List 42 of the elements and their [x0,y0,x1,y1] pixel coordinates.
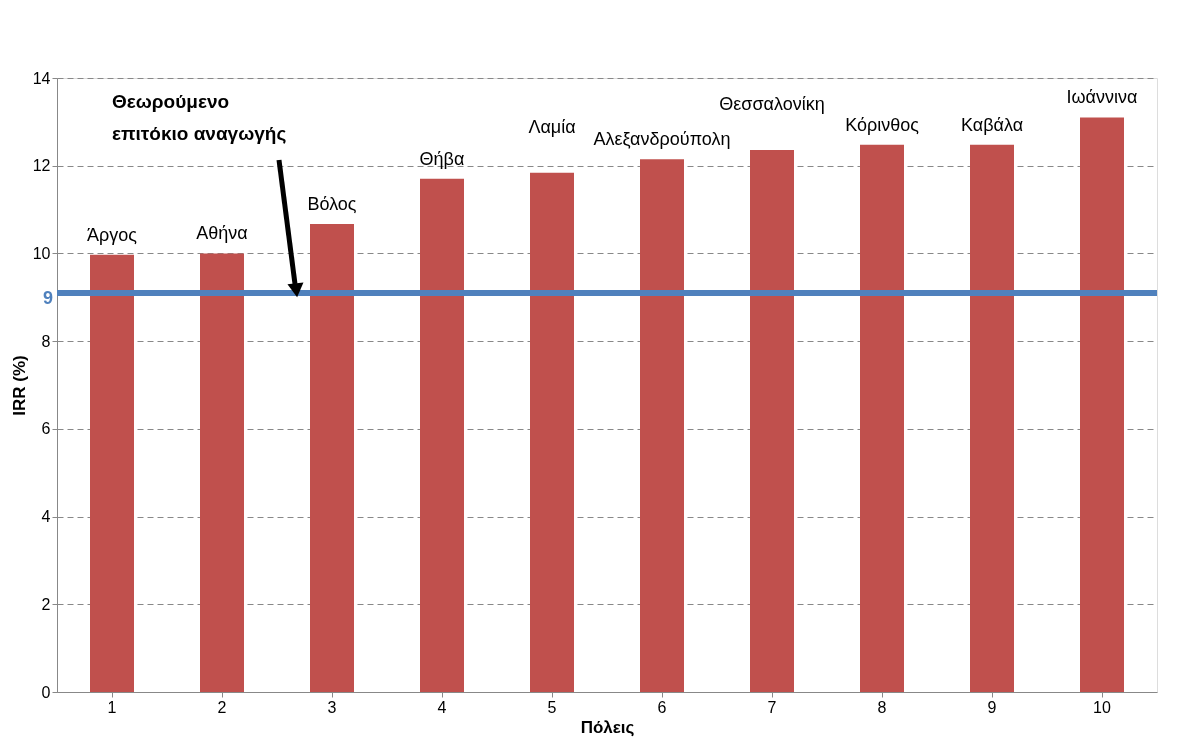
bar [420,178,464,692]
bar [860,144,904,692]
y-axis-title: IRR (%) [9,355,29,416]
x-tick-label: 6 [657,698,667,716]
y-tick-label: 0 [41,683,51,701]
bar [310,224,354,692]
annotation: Κόρινθος [845,114,920,135]
y-tick-label: 12 [32,157,51,175]
y-tick-label: 2 [41,595,51,613]
x-tick-label: 10 [1093,698,1111,716]
y-tick-label: 10 [32,244,51,262]
ref-line-label: 9 [42,287,53,308]
annotation: Λαμία [528,116,576,137]
annotation: Βόλος [307,194,357,215]
bar [530,172,574,692]
x-tick-label: 1 [107,698,117,716]
annotation: Άργος [87,224,138,245]
y-tick-label: 8 [41,332,51,350]
x-tick-label: 8 [877,698,887,716]
x-tick-label: 7 [767,698,777,716]
x-axis-title: Πόλεις [580,717,635,737]
annotation: Καβάλα [960,114,1024,135]
annotation: Θήβα [419,148,465,169]
x-tick-label: 3 [327,698,337,716]
bar [90,254,134,692]
y-tick-label: 14 [32,69,51,87]
annotation: Ιωάννινα [1066,87,1138,108]
bar [200,253,244,692]
bar [640,159,684,692]
y-tick-label: 4 [41,508,51,526]
annotation: Θεσσαλονίκη [719,93,825,114]
x-tick-label: 5 [547,698,557,716]
y-tick-label: 6 [41,420,51,438]
bar [1080,117,1124,692]
annotation: Θεωρούμενο επιτόκιο αναγωγής [112,91,287,144]
annotation: Αθήνα [196,223,248,244]
annotation: Αλεξανδρούπολη [593,129,731,150]
x-tick-label: 9 [987,698,997,716]
bar [750,149,794,692]
x-tick-label: 4 [437,698,447,716]
bar [970,144,1014,692]
x-tick-label: 2 [217,698,227,716]
